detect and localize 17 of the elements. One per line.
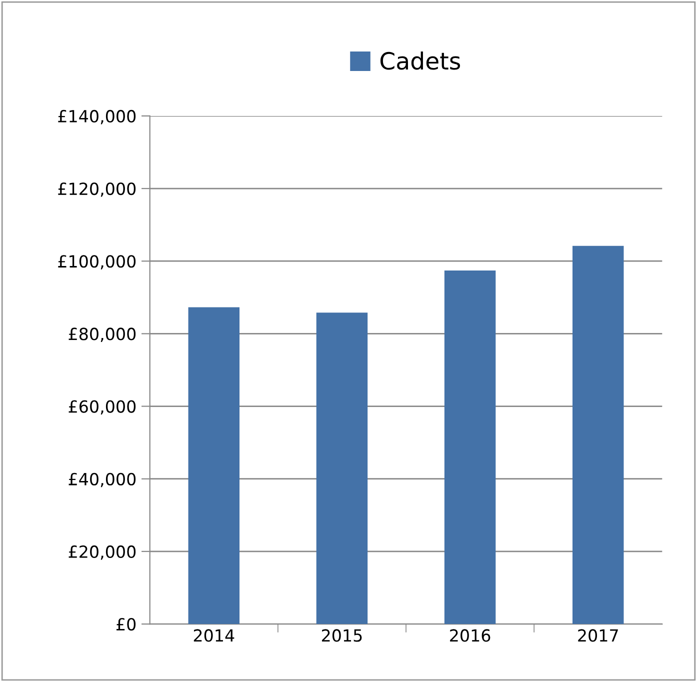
x-tick-label: 2015 — [322, 629, 362, 642]
y-tick-label: £140,000 — [58, 110, 136, 124]
x-tick-label: 2017 — [578, 629, 618, 642]
x-tick-label: 2014 — [194, 629, 234, 642]
y-tick-label: £80,000 — [68, 328, 136, 342]
bar — [316, 312, 368, 624]
bar — [572, 246, 624, 624]
y-tick-label: £40,000 — [68, 472, 136, 488]
x-tick-label: 2016 — [450, 629, 490, 642]
y-tick-label: £0 — [116, 618, 136, 631]
legend-label: Cadets — [380, 52, 460, 70]
y-tick-label: £100,000 — [58, 255, 136, 270]
y-tick-label: £20,000 — [68, 545, 136, 560]
bar — [444, 270, 496, 624]
bar — [188, 307, 240, 624]
y-tick-label: £120,000 — [58, 182, 136, 197]
y-tick-label: £60,000 — [68, 400, 136, 415]
